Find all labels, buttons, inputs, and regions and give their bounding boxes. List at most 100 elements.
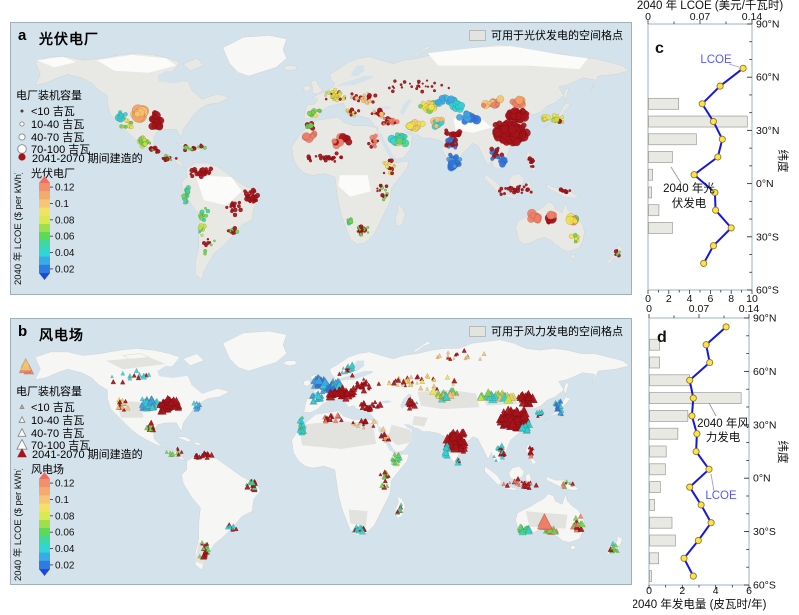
lcoe-point (686, 376, 694, 384)
lcoe-point (716, 82, 724, 90)
svg-text:2: 2 (666, 293, 672, 305)
lcoe-point (727, 224, 735, 232)
generation-bar (649, 481, 661, 493)
generation-bar (649, 463, 666, 476)
capacity-legend-item: 40-70 吉瓦 (16, 130, 90, 144)
lcoe-point (693, 430, 701, 438)
generation-bar (648, 97, 680, 110)
generation-annotation-line1: 2040 年风 (697, 416, 749, 430)
wind-farm-cluster (477, 388, 518, 404)
wind-farm-cluster (337, 361, 356, 378)
solar-plant-cluster (114, 110, 128, 123)
wind-farm-cluster (378, 425, 392, 443)
lcoe-point (709, 117, 717, 126)
wind-farm-cluster (18, 357, 35, 375)
solar-plant-cluster (201, 237, 216, 256)
svg-text:0.07: 0.07 (690, 11, 711, 23)
colorbar-axis-label: 2040 年 LCOE ($ per kWh) (13, 469, 24, 581)
wind-farm-cluster (492, 442, 507, 462)
wind-farm-cluster (495, 405, 531, 432)
capacity-legend-label: <10 吉瓦 (31, 106, 75, 119)
solar-plant-cluster (550, 113, 565, 125)
latitude-tick-label: 30°S (756, 231, 779, 243)
panel-letter: c (655, 40, 664, 57)
svg-text:0.12: 0.12 (55, 183, 75, 194)
solar-plant-cluster (346, 217, 354, 226)
capacity-legend-label: <10 吉瓦 (31, 402, 75, 415)
panel-b-capacity-legend: 电厂装机容量 <10 吉瓦 10-40 吉瓦 40-70 吉瓦 70-100 吉瓦 (16, 383, 90, 452)
svg-text:8: 8 (728, 293, 734, 305)
lcoe-point (686, 483, 694, 491)
latitude-axis-label: 纬度 (776, 441, 790, 464)
wind-farm-cluster (376, 372, 458, 391)
solar-plant-cluster (387, 132, 410, 148)
panel-a-future-legend: 2041-2070 期间建造的 光伏电厂 (16, 151, 143, 181)
solar-plant-cluster (356, 224, 370, 237)
solar-plant-cluster (370, 107, 385, 119)
panel-b-future-legend: 2041-2070 期间建造的 风电场 (16, 447, 143, 477)
wind-farm-cluster (143, 419, 157, 433)
svg-text:0: 0 (646, 585, 652, 597)
lcoe-point (689, 394, 697, 402)
latitude-tick-label: 60°S (753, 580, 776, 592)
available-legend-text: 可用于光伏发电的空间格点 (491, 30, 623, 42)
svg-text:0: 0 (645, 11, 651, 23)
solar-plant-cluster (243, 187, 260, 204)
solar-plant-cluster (301, 130, 318, 143)
wind-farm-cluster (536, 512, 553, 530)
solar-plant-cluster (306, 108, 322, 118)
wind-farm-cluster (501, 475, 539, 490)
panel-a-title: 光伏电厂 (39, 31, 99, 47)
generation-bar (649, 552, 660, 565)
latitude-tick-label: 60°N (756, 72, 779, 84)
wind-farm-cluster (516, 523, 533, 536)
capacity-legend-label: 40-70 吉瓦 (31, 427, 85, 440)
wind-farm-cluster (390, 451, 403, 467)
solar-plant-cluster (544, 210, 558, 225)
future-legend-line1: 2041-2070 期间建造的 (32, 153, 143, 165)
solar-plant-cluster (183, 143, 207, 153)
solar-plant-cluster (430, 116, 446, 130)
wind-farm-cluster (322, 411, 344, 424)
wind-farm-cluster (560, 479, 576, 489)
generation-bar (649, 570, 652, 582)
capacity-circle-icon (19, 121, 25, 127)
solar-plant-cluster (505, 107, 530, 124)
future-legend-line1: 2041-2070 期间建造的 (32, 449, 143, 461)
svg-text:0.08: 0.08 (55, 511, 75, 522)
solar-plant-cluster (449, 100, 465, 113)
lcoe-point (690, 171, 698, 179)
future-legend-line2: 光伏电厂 (31, 168, 75, 180)
panel-a-colorbar: 0.12 0.1 0.08 0.06 0.04 0.02 2040 年 LCOE ($ pe… (13, 173, 75, 285)
solar-plant-cluster (331, 132, 353, 150)
svg-text:0.04: 0.04 (55, 544, 75, 555)
capacity-legend-label: 70-100 吉瓦 (31, 144, 91, 157)
generation-bar (649, 410, 689, 422)
wind-farm-cluster (534, 408, 545, 418)
wind-farm-cluster (394, 502, 404, 515)
latitude-tick-label: 90°N (756, 19, 779, 31)
solar-plant-cluster (489, 146, 505, 161)
wind-farm-cluster (191, 400, 203, 412)
wind-farm-cluster (308, 390, 325, 405)
solar-plant-cluster (226, 225, 240, 235)
wind-farm-cluster (244, 478, 258, 493)
lcoe-point (697, 501, 705, 509)
lcoe-point (739, 64, 747, 72)
latitude-tick-label: 60°N (753, 366, 776, 378)
solar-plant-cluster (148, 110, 165, 131)
wind-farm-cluster (115, 396, 131, 412)
lcoe-point (706, 358, 714, 367)
latitude-tick-label: 0°N (756, 178, 774, 190)
svg-text:0.08: 0.08 (55, 215, 75, 226)
world-map-solar (11, 23, 631, 294)
solar-plant-cluster (527, 208, 542, 224)
panel-b-title: 风电场 (39, 327, 84, 343)
svg-text:0.06: 0.06 (55, 528, 75, 539)
wind-farm-cluster (527, 445, 535, 459)
generation-bar (648, 186, 652, 199)
lcoe-point (718, 135, 726, 143)
wind-farm-cluster (378, 469, 391, 490)
wind-farm-cluster (110, 367, 152, 385)
future-legend-line2: 风电场 (31, 464, 64, 476)
